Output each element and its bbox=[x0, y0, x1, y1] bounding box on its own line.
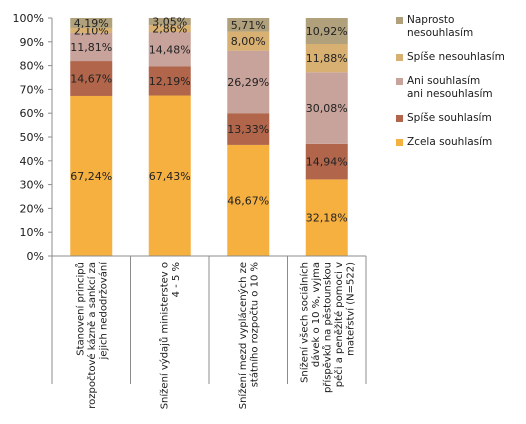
bar-segment bbox=[70, 27, 113, 33]
x-category-label-line: Snížení všech sociálních bbox=[298, 262, 310, 383]
bar-segment bbox=[70, 32, 113, 62]
legend-label-line: Zcela souhlasím bbox=[407, 136, 493, 148]
data-label: 30,08% bbox=[306, 102, 348, 115]
bar-segment bbox=[227, 113, 270, 145]
bar-segment bbox=[148, 66, 191, 96]
x-category-label: Stanovení principůrozpočtové kázně a san… bbox=[74, 261, 109, 409]
legend-swatch-spise-nesouhlasim bbox=[396, 54, 403, 61]
y-tick-label: 10% bbox=[20, 226, 44, 239]
data-label: 4,19% bbox=[74, 17, 109, 30]
bar-segment bbox=[227, 144, 270, 256]
legend-swatch-spise-souhlasim bbox=[396, 115, 403, 122]
y-tick-label: 20% bbox=[20, 202, 44, 215]
data-label: 3,05% bbox=[152, 16, 187, 29]
y-tick-label: 50% bbox=[20, 131, 44, 144]
x-category-label-line: péči a peněžité pomoci v bbox=[333, 262, 345, 387]
bar-segment bbox=[148, 95, 191, 256]
x-category-label: Snížení mezd vyplácených zestátního rozp… bbox=[237, 262, 261, 409]
data-label: 14,67% bbox=[70, 73, 112, 86]
x-category-label-line: Snížení mezd vyplácených ze bbox=[237, 262, 249, 409]
y-tick-label: 30% bbox=[20, 179, 44, 192]
data-label: 8,00% bbox=[231, 35, 266, 48]
bar-segment bbox=[305, 18, 348, 44]
bar-segment bbox=[148, 32, 191, 67]
y-tick-label: 70% bbox=[20, 83, 44, 96]
data-label: 67,24% bbox=[70, 170, 112, 183]
legend-item-ani-souhlasim: Ani souhlasím ani nesouhlasím bbox=[396, 75, 524, 101]
legend-label-naprosto-nesouhlasim: Naprosto nesouhlasím bbox=[407, 14, 524, 40]
bar-segment bbox=[70, 95, 113, 256]
legend-item-zcela-souhlasim: Zcela souhlasím bbox=[396, 136, 524, 149]
legend-item-naprosto-nesouhlasim: Naprosto nesouhlasím bbox=[396, 14, 524, 40]
legend-label-spise-souhlasim: Spíše souhlasím bbox=[407, 112, 492, 125]
legend-label-line: ani nesouhlasím bbox=[407, 88, 493, 100]
bar-segment bbox=[227, 18, 270, 32]
data-label: 14,94% bbox=[306, 156, 348, 169]
legend-item-spise-nesouhlasim: Spíše nesouhlasím bbox=[396, 51, 524, 64]
x-category-label-line: Snížení výdajů ministerstev o bbox=[159, 262, 171, 409]
data-label: 46,67% bbox=[227, 194, 269, 207]
data-label: 13,33% bbox=[227, 123, 269, 136]
data-label: 32,18% bbox=[306, 212, 348, 225]
legend-label-line: Naprosto nesouhlasím bbox=[407, 14, 474, 39]
bar-segment bbox=[305, 143, 348, 180]
x-category-label-line: 4 - 5 % bbox=[171, 262, 182, 297]
x-category-label-line: jejich nedodržování bbox=[97, 261, 109, 361]
bar-segment bbox=[70, 17, 113, 28]
x-category-label: Snížení výdajů ministerstev o4 - 5 % bbox=[159, 262, 183, 409]
bar-segment bbox=[305, 43, 348, 73]
chart-legend: Naprosto nesouhlasím Spíše nesouhlasím A… bbox=[396, 14, 524, 149]
legend-item-spise-souhlasim: Spíše souhlasím bbox=[396, 112, 524, 125]
y-tick-label: 90% bbox=[20, 36, 44, 49]
y-tick-label: 60% bbox=[20, 107, 44, 120]
legend-label-spise-nesouhlasim: Spíše nesouhlasím bbox=[407, 51, 505, 64]
y-tick-label: 100% bbox=[13, 12, 44, 25]
bar-segment bbox=[227, 31, 270, 51]
data-label: 5,71% bbox=[231, 19, 266, 32]
legend-swatch-ani-souhlasim bbox=[396, 78, 403, 85]
x-category-label-line: mateřství (N=522) bbox=[344, 262, 356, 356]
data-label: 67,43% bbox=[149, 170, 191, 183]
x-category-label: Snížení všech sociálníchdávek o 10 %, vy… bbox=[298, 262, 356, 393]
bar-segment bbox=[305, 72, 348, 144]
x-category-label-line: Stanovení principů bbox=[74, 262, 86, 356]
data-label: 12,19% bbox=[149, 75, 191, 88]
bar-segment bbox=[70, 61, 113, 96]
data-label: 10,92% bbox=[306, 25, 348, 38]
x-category-label-line: příspěvků na pěstounskou bbox=[321, 262, 333, 393]
bar-segment bbox=[305, 179, 348, 256]
legend-label-line: Ani souhlasím bbox=[407, 75, 481, 87]
bar-segment bbox=[148, 25, 191, 33]
data-label: 26,29% bbox=[227, 76, 269, 89]
x-category-label-line: dávek o 10 %, vyjma bbox=[310, 262, 322, 367]
legend-label-ani-souhlasim: Ani souhlasím ani nesouhlasím bbox=[407, 75, 493, 101]
y-tick-label: 0% bbox=[27, 250, 44, 263]
legend-label-zcela-souhlasim: Zcela souhlasím bbox=[407, 136, 492, 149]
y-tick-label: 80% bbox=[20, 60, 44, 73]
legend-label-line: Spíše nesouhlasím bbox=[407, 51, 505, 63]
y-tick-label: 40% bbox=[20, 155, 44, 168]
x-category-label-line: státního rozpočtu o 10 % bbox=[249, 262, 261, 387]
data-label: 14,48% bbox=[149, 43, 191, 56]
bar-segment bbox=[227, 50, 270, 114]
data-label: 11,88% bbox=[306, 52, 348, 65]
bar-segment bbox=[148, 17, 191, 26]
data-label: 11,81% bbox=[70, 41, 112, 54]
legend-swatch-zcela-souhlasim bbox=[396, 139, 403, 146]
legend-label-line: Spíše souhlasím bbox=[407, 112, 492, 124]
x-category-label-line: rozpočtové kázně a sankcí za bbox=[86, 262, 98, 409]
legend-swatch-naprosto-nesouhlasim bbox=[396, 17, 403, 24]
data-label: 2,86% bbox=[152, 23, 187, 36]
